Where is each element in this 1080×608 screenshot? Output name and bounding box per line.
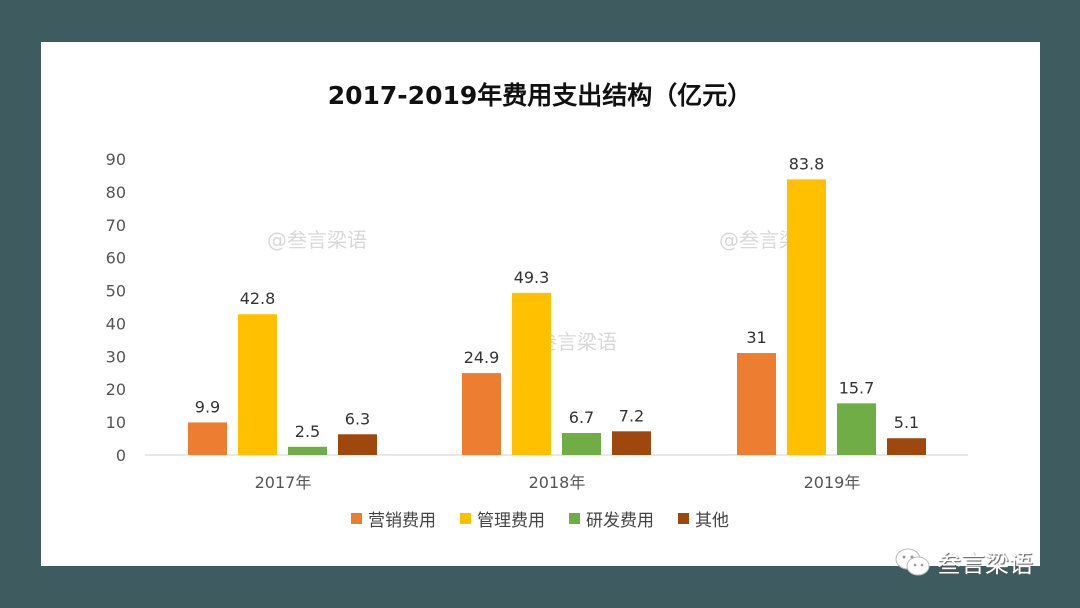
- data-label: 9.9: [195, 397, 220, 416]
- bar: [188, 422, 227, 455]
- data-label: 31: [746, 328, 766, 347]
- data-label: 42.8: [240, 289, 276, 308]
- brand-name: 叁言梁语: [937, 550, 1033, 578]
- data-label: 49.3: [514, 268, 550, 287]
- legend-label: 其他: [695, 511, 729, 531]
- chart-title: 2017-2019年费用支出结构（亿元）: [327, 81, 753, 110]
- bar: [787, 179, 826, 455]
- legend-item: 研发费用: [569, 506, 654, 531]
- legend-item: 营销费用: [351, 506, 436, 531]
- data-label: 7.2: [619, 406, 644, 425]
- bar: [238, 314, 277, 455]
- legend-swatch: [351, 513, 362, 524]
- data-label: 83.8: [789, 154, 825, 173]
- y-tick-label: 80: [106, 183, 126, 202]
- y-tick-label: 0: [116, 446, 126, 465]
- x-tick-label: 2018年: [529, 473, 586, 492]
- bar: [837, 403, 876, 455]
- data-label: 15.7: [839, 378, 875, 397]
- y-tick-label: 70: [106, 216, 126, 235]
- data-label: 24.9: [464, 348, 500, 367]
- data-label: 6.3: [345, 409, 370, 428]
- bar: [512, 292, 551, 455]
- x-tick-label: 2017年: [255, 473, 312, 492]
- x-tick-label: 2019年: [804, 473, 861, 492]
- legend-swatch: [569, 513, 580, 524]
- data-label: 5.1: [894, 413, 919, 432]
- y-tick-label: 60: [106, 249, 126, 268]
- brand: 叁言梁语: [895, 544, 1033, 579]
- bar: [338, 434, 377, 455]
- y-tick-label: 50: [106, 282, 126, 301]
- bar: [612, 431, 651, 455]
- legend-swatch: [460, 513, 471, 524]
- data-label: 2.5: [295, 422, 320, 441]
- bar: [288, 446, 327, 455]
- y-tick-label: 30: [106, 347, 126, 366]
- legend-swatch: [678, 513, 689, 524]
- bar: [462, 373, 501, 455]
- y-tick-label: 90: [106, 150, 126, 169]
- legend-label: 研发费用: [586, 511, 654, 531]
- bar: [562, 432, 601, 455]
- legend-item: 其他: [678, 506, 729, 531]
- bar: [887, 438, 926, 455]
- data-label: 6.7: [569, 408, 594, 427]
- wechat-icon: [895, 548, 930, 575]
- legend-label: 营销费用: [368, 511, 436, 531]
- bar: [737, 353, 776, 455]
- watermark: @叁言梁语: [267, 228, 367, 252]
- y-tick-label: 10: [106, 413, 126, 432]
- y-tick-label: 20: [106, 380, 126, 399]
- legend-label: 管理费用: [477, 511, 545, 531]
- legend-item: 管理费用: [460, 506, 545, 531]
- legend: 营销费用 管理费用 研发费用 其他: [0, 506, 1080, 531]
- y-tick-label: 40: [106, 314, 126, 333]
